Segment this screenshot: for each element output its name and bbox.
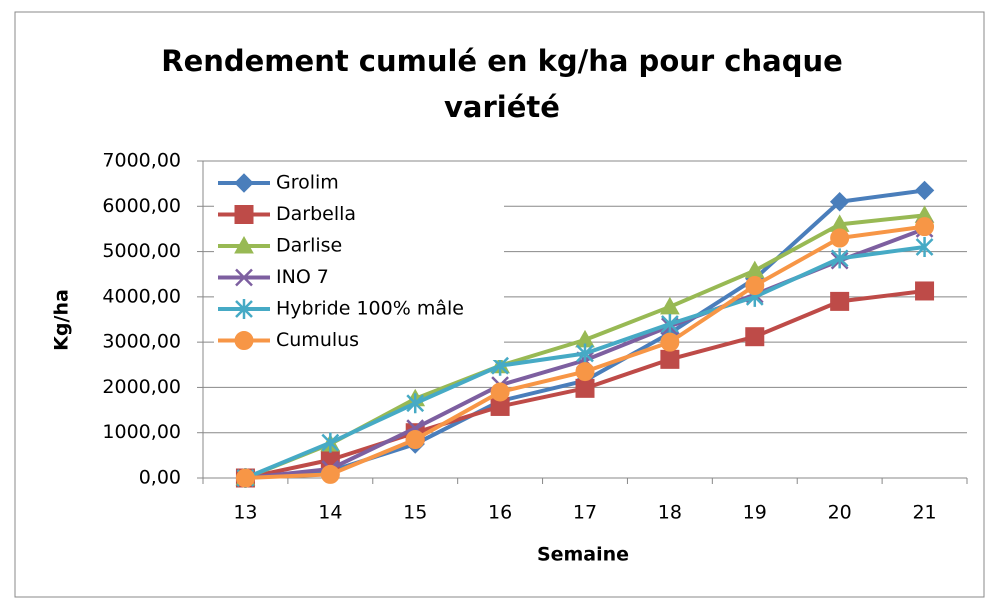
data-point <box>914 180 935 201</box>
legend-marker <box>235 299 253 319</box>
data-point <box>406 393 425 414</box>
x-tick-label: 13 <box>233 502 257 524</box>
x-tick-label: 21 <box>912 502 936 524</box>
legend-label: Darbella <box>276 203 356 225</box>
data-point <box>830 248 849 269</box>
y-tick-label: 6000,00 <box>102 195 181 217</box>
data-point <box>830 228 850 248</box>
data-point <box>320 464 340 484</box>
x-tick-label: 15 <box>403 502 427 524</box>
x-tick-label: 16 <box>488 502 512 524</box>
data-point <box>745 276 765 296</box>
legend-marker <box>234 173 254 193</box>
y-tick-label: 1000,00 <box>102 421 181 443</box>
data-point <box>915 217 935 237</box>
y-tick-label: 3000,00 <box>102 331 181 353</box>
x-tick-label: 20 <box>828 502 852 524</box>
y-tick-label: 5000,00 <box>102 240 181 262</box>
x-tick-label: 14 <box>318 502 342 524</box>
data-point <box>660 332 680 352</box>
legend-label: Grolim <box>276 172 339 194</box>
data-point <box>575 362 595 382</box>
x-tick-label: 18 <box>658 502 682 524</box>
legend-marker <box>235 268 253 287</box>
data-point <box>576 343 594 364</box>
legend-label: INO 7 <box>276 266 329 288</box>
legend-marker <box>234 235 254 254</box>
legend-marker <box>234 205 254 224</box>
data-point <box>660 296 680 315</box>
legend-label: Darlise <box>276 235 342 257</box>
data-point <box>915 237 934 258</box>
data-point <box>405 430 425 450</box>
data-point <box>575 378 595 398</box>
data-point <box>915 281 935 301</box>
legend-label: Cumulus <box>276 329 359 351</box>
y-tick-label: 2000,00 <box>102 376 181 398</box>
legend-background <box>214 167 504 360</box>
y-axis-label: Kg/ha <box>51 289 73 351</box>
y-tick-label: 4000,00 <box>102 285 181 307</box>
data-point <box>829 192 850 212</box>
legend-marker <box>234 331 254 350</box>
data-point <box>660 349 680 369</box>
data-point <box>745 327 765 347</box>
data-point <box>235 468 255 488</box>
x-tick-label: 19 <box>743 502 767 524</box>
x-axis-label: Semaine <box>537 544 629 566</box>
x-tick-label: 17 <box>573 502 597 524</box>
data-point <box>661 314 679 335</box>
legend-label: Hybride 100% mâle <box>276 298 464 320</box>
chart-title: Rendement cumulé en kg/ha pour chaque va… <box>161 44 843 124</box>
data-point <box>321 432 340 453</box>
data-point <box>830 291 850 311</box>
data-point <box>490 382 510 402</box>
y-tick-label: 0,00 <box>139 467 181 489</box>
y-tick-label: 7000,00 <box>102 150 181 172</box>
